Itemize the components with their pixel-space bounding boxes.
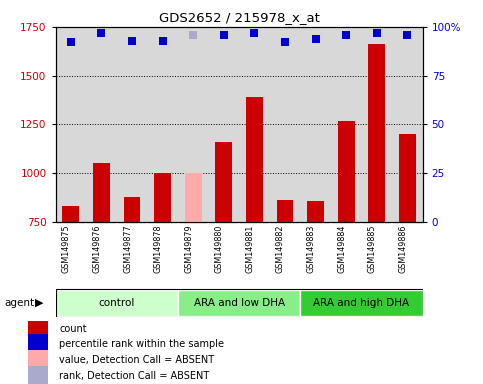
Bar (215, 142, 232, 222)
Text: count: count (59, 324, 87, 334)
Text: percentile rank within the sample: percentile rank within the sample (59, 339, 224, 349)
Bar (246, 97, 263, 222)
Text: GSM149884: GSM149884 (337, 225, 346, 273)
Point (251, 30, 258, 36)
Bar (93, 164, 110, 222)
Text: GSM149876: GSM149876 (92, 225, 101, 273)
Text: GSM149879: GSM149879 (184, 225, 193, 273)
Text: rank, Detection Call = ABSENT: rank, Detection Call = ABSENT (59, 371, 210, 381)
Point (220, 31, 227, 38)
Text: GSM149882: GSM149882 (276, 225, 285, 273)
Text: GSM149878: GSM149878 (154, 225, 163, 273)
Bar (185, 173, 201, 222)
Text: value, Detection Call = ABSENT: value, Detection Call = ABSENT (59, 355, 214, 365)
Bar (28, 334, 48, 352)
Text: GSM149883: GSM149883 (307, 225, 315, 273)
Point (189, 31, 197, 38)
Bar (399, 134, 416, 222)
Point (403, 31, 411, 38)
Bar (28, 350, 48, 368)
Bar (62, 206, 79, 222)
Text: control: control (99, 298, 135, 308)
Point (159, 38, 167, 44)
Text: agent: agent (5, 298, 35, 308)
Point (98, 30, 105, 36)
Point (373, 30, 381, 36)
Point (67, 40, 75, 46)
Bar (300, 290, 423, 316)
Text: GSM149885: GSM149885 (368, 225, 377, 273)
Bar (307, 202, 324, 222)
Point (342, 31, 350, 38)
Bar (338, 121, 355, 222)
Bar (28, 366, 48, 384)
Bar (277, 200, 293, 222)
Bar (56, 290, 178, 316)
Bar (124, 197, 141, 222)
Bar (178, 290, 300, 316)
Bar (28, 318, 48, 336)
Bar (369, 45, 385, 222)
Text: GSM149875: GSM149875 (62, 225, 71, 273)
Point (281, 40, 289, 46)
Text: GSM149880: GSM149880 (215, 225, 224, 273)
Point (128, 38, 136, 44)
Title: GDS2652 / 215978_x_at: GDS2652 / 215978_x_at (158, 11, 320, 24)
Text: GSM149881: GSM149881 (245, 225, 255, 273)
Text: ARA and low DHA: ARA and low DHA (194, 298, 284, 308)
Point (312, 35, 319, 41)
Text: GSM149886: GSM149886 (398, 225, 407, 273)
Text: ARA and high DHA: ARA and high DHA (313, 298, 410, 308)
Bar (154, 173, 171, 222)
Text: GSM149877: GSM149877 (123, 225, 132, 273)
Text: ▶: ▶ (35, 298, 43, 308)
